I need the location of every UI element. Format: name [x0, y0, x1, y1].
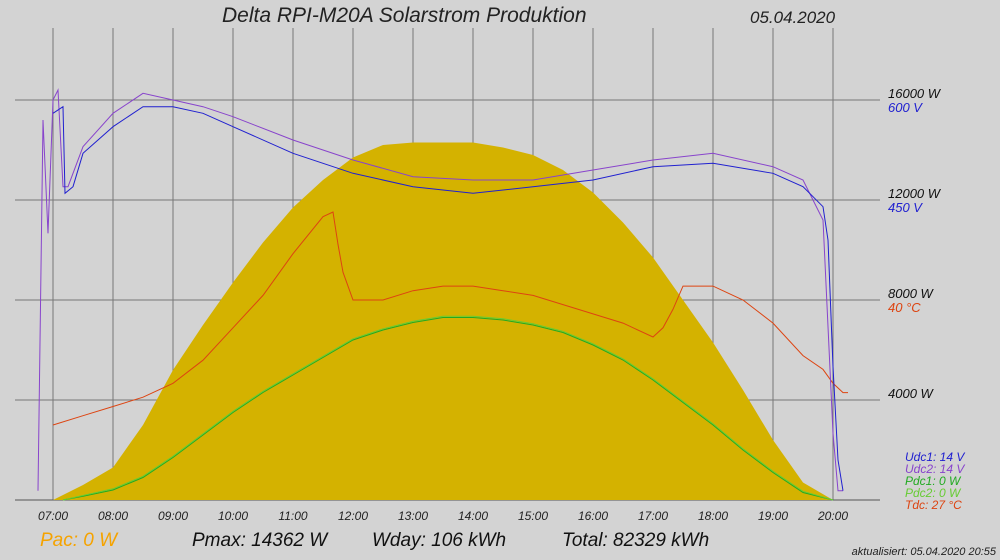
legend-item-udc2: Udc2: 14 V	[905, 462, 965, 476]
series-pdc1-line	[62, 317, 834, 501]
x-tick-label: 08:00	[98, 509, 128, 523]
total-value: Total: 82329 kWh	[562, 530, 710, 551]
chart-title: Delta RPI-M20A Solarstrom Produktion	[222, 4, 587, 27]
legend: Udc1: 14 V Udc2: 14 V Pdc1: 0 W Pdc2: 0 …	[905, 451, 964, 511]
x-tick-label: 15:00	[518, 509, 548, 523]
series-udc2-line	[37, 88, 843, 492]
power-tick-label: 4000 W	[888, 386, 935, 401]
voltage-tick-label: 600 V	[888, 100, 923, 115]
power-tick-label: 12000 W	[888, 186, 942, 201]
power-tick-label: 8000 W	[888, 286, 935, 301]
x-tick-label: 12:00	[338, 509, 368, 523]
chart-date: 05.04.2020	[750, 8, 836, 27]
legend-item-udc1: Udc1: 14 V	[905, 450, 965, 464]
x-tick-label: 16:00	[578, 509, 608, 523]
legend-item-tdc: Tdc: 27 °C	[905, 498, 962, 512]
pmax-value: Pmax: 14362 W	[192, 530, 328, 551]
x-tick-label: 07:00	[38, 509, 68, 523]
x-tick-label: 10:00	[218, 509, 248, 523]
x-tick-label: 19:00	[758, 509, 788, 523]
series-tdc-line	[52, 211, 848, 426]
x-tick-label: 17:00	[638, 509, 668, 523]
pac-value: Pac: 0 W	[40, 530, 118, 551]
x-tick-label: 13:00	[398, 509, 428, 523]
series-udc1-line	[52, 105, 844, 491]
voltage-tick-label: 450 V	[888, 200, 923, 215]
updated-timestamp: aktualisiert: 05.04.2020 20:55	[851, 546, 996, 558]
wday-value: Wday: 106 kWh	[372, 530, 507, 551]
x-tick-label: 09:00	[158, 509, 188, 523]
legend-item-pdc1: Pdc1: 0 W	[905, 474, 961, 488]
series-pdc2-line	[62, 315, 834, 501]
x-tick-label: 18:00	[698, 509, 728, 523]
temperature-tick-label: 40 °C	[888, 300, 921, 315]
legend-item-pdc2: Pdc2: 0 W	[905, 486, 961, 500]
x-tick-label: 20:00	[817, 509, 848, 523]
x-tick-label: 14:00	[458, 509, 488, 523]
power-tick-label: 16000 W	[888, 86, 942, 101]
series-pac-area	[53, 142, 833, 500]
x-tick-label: 11:00	[278, 509, 307, 523]
